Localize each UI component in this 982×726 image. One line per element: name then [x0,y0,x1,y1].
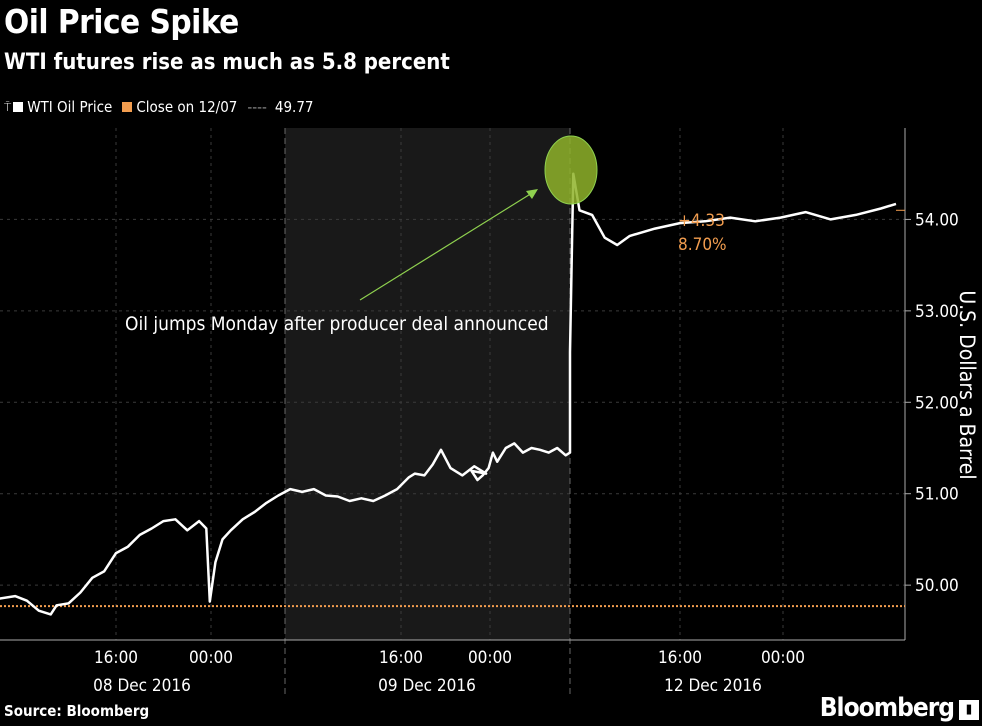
change-percent: 8.70% [678,235,727,255]
legend-swatch-price [13,102,24,112]
legend-reference-dashes: ---- [247,98,267,116]
x-date-label: 08 Dec 2016 [93,676,191,696]
brand-logo: Bloomberg [819,693,955,723]
x-date-label: 09 Dec 2016 [378,676,476,696]
change-absolute: +4.33 [678,211,725,231]
x-tick-label: 16:00 [379,648,423,668]
y-tick-label: 52.00 [915,393,959,413]
legend-reference-value: 49.77 [274,98,314,116]
legend-item-reference[interactable]: Close on 12/07 [122,98,237,116]
legend-item-price[interactable]: WTI Oil Price [13,98,112,116]
y-tick-label: 50.00 [915,576,959,596]
x-date-label: 12 Dec 2016 [664,676,762,696]
x-tick-label: 16:00 [94,648,138,668]
terminal-icon: ▮ [959,700,979,720]
y-tick-label: 53.00 [915,302,959,322]
annotation-arrow-head [526,189,538,199]
pin-icon[interactable]: ⍑ [4,99,12,114]
x-tick-label: 00:00 [761,648,805,668]
spike-highlight-circle [544,135,598,205]
y-tick-label: 54.00 [915,210,959,230]
legend-swatch-reference [122,102,133,112]
annotation-arrow-line [359,192,533,301]
y-tick-label: 51.00 [915,485,959,505]
x-tick-label: 16:00 [658,648,702,668]
y-axis-label: U.S. Dollars a Barrel [955,290,979,479]
legend: ⍑ WTI Oil Price Close on 12/07 ---- 49.7… [4,98,314,116]
x-tick-label: 00:00 [189,648,233,668]
shaded-session-09-dec [285,128,570,640]
annotation-text: Oil jumps Monday after producer deal ann… [125,313,549,335]
chart-title: Oil Price Spike [4,2,239,41]
series-line-wti-oil-price [0,172,897,616]
legend-label-price: WTI Oil Price [27,98,113,116]
x-tick-label: 00:00 [468,648,512,668]
source-note: Source: Bloomberg [4,702,150,720]
legend-label-reference: Close on 12/07 [136,98,238,116]
chart-subtitle: WTI futures rise as much as 5.8 percent [4,50,450,75]
